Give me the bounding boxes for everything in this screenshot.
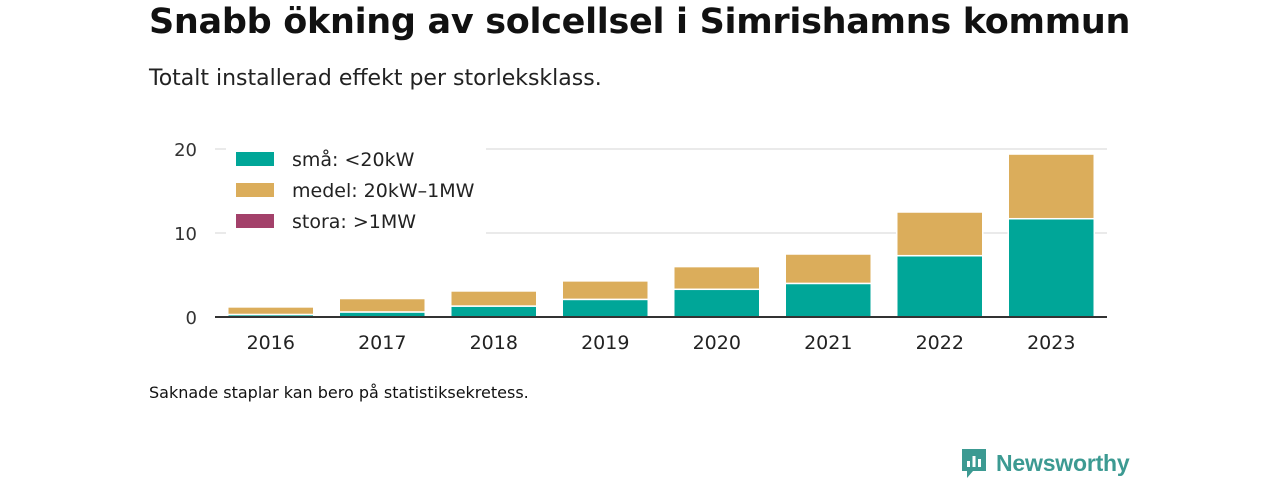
legend-swatch (236, 214, 274, 228)
x-tick-label: 2017 (358, 332, 406, 354)
legend-label: små: <20kW (292, 148, 415, 171)
brand-logo: Newsworthy (960, 446, 1130, 480)
x-tick-label: 2020 (693, 332, 741, 354)
bar-segment-2020-series-0 (673, 288, 761, 318)
legend-swatch (236, 152, 274, 166)
x-tick-label: 2018 (470, 332, 518, 354)
bar-segment-2021-series-0 (784, 282, 872, 318)
x-tick-label: 2023 (1027, 332, 1075, 354)
y-tick-label: 0 (186, 308, 197, 329)
y-axis-ticks: 0 10 20 (174, 140, 197, 329)
bar-segment-2019-series-1 (561, 280, 649, 301)
legend-label: stora: >1MW (292, 211, 416, 233)
bar-segment-2016-series-1 (227, 306, 315, 316)
chart-subtitle: Totalt installerad effekt per storlekskl… (149, 66, 602, 91)
legend-label: medel: 20kW–1MW (292, 180, 475, 202)
bar-segment-2018-series-0 (450, 305, 538, 318)
bar-segment-2019-series-0 (561, 298, 649, 318)
bar-segment-2022-series-1 (896, 211, 984, 257)
bar-segment-2018-series-1 (450, 290, 538, 307)
brand-name: Newsworthy (996, 449, 1130, 476)
bar-segment-2020-series-1 (673, 265, 761, 291)
newsworthy-logo-icon (962, 449, 986, 478)
x-tick-label: 2016 (247, 332, 295, 354)
x-tick-label: 2021 (804, 332, 852, 354)
y-tick-label: 10 (174, 224, 197, 245)
bars (227, 153, 1095, 318)
bar-segment-2023-series-0 (1007, 217, 1095, 318)
bar-segment-2017-series-1 (338, 297, 426, 313)
x-tick-label: 2022 (916, 332, 964, 354)
bar-segment-2023-series-1 (1007, 153, 1095, 220)
chart-title: Snabb ökning av solcellsel i Simrishamns… (149, 2, 1131, 42)
bar-segment-2022-series-0 (896, 254, 984, 318)
x-tick-label: 2019 (581, 332, 629, 354)
bar-segment-2021-series-1 (784, 253, 872, 285)
y-tick-label: 20 (174, 140, 197, 161)
x-axis-ticks: 2016 2017 2018 2019 2020 2021 2022 2023 (247, 332, 1076, 354)
footnote: Saknade staplar kan bero på statistiksek… (149, 383, 529, 402)
legend-swatch (236, 183, 274, 197)
legend: små: <20kW medel: 20kW–1MW stora: >1MW (226, 144, 486, 236)
